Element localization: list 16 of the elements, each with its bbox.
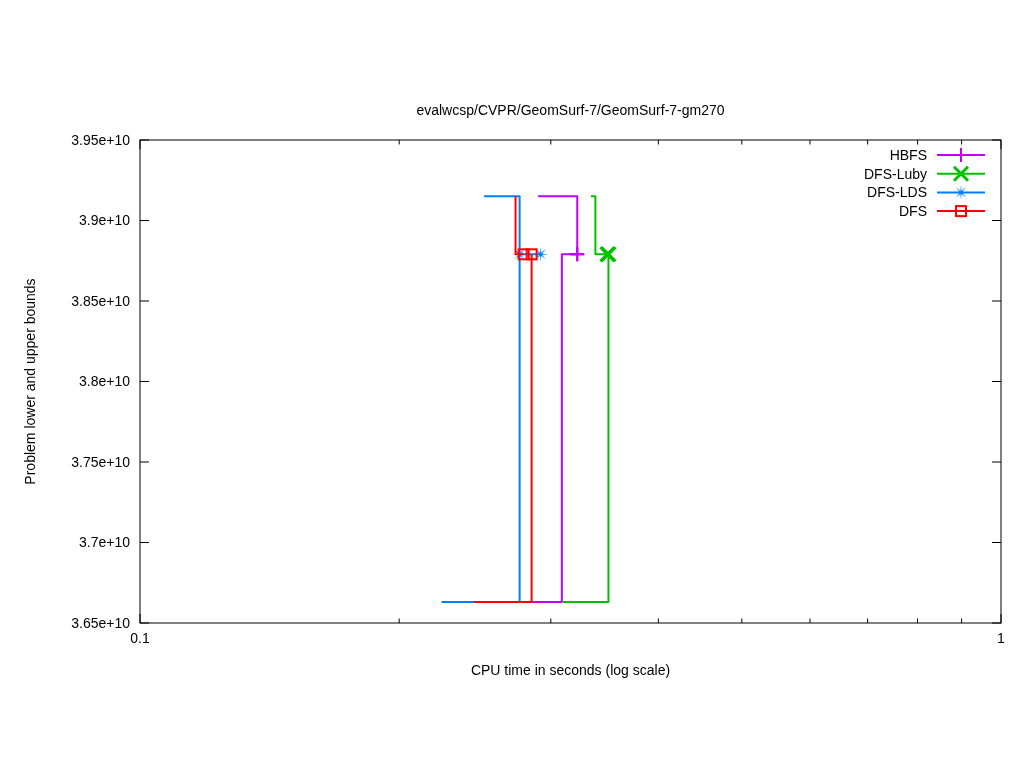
legend-label: DFS: [899, 203, 927, 219]
chart-title: evalwcsp/CVPR/GeomSurf-7/GeomSurf-7-gm270: [416, 102, 725, 118]
y-tick-label: 3.7e+10: [79, 534, 131, 551]
x-tick-label: 1: [997, 630, 1006, 646]
y-tick-label: 3.65e+10: [71, 614, 131, 631]
y-tick-label: 3.75e+10: [71, 453, 131, 470]
legend-label: HBFS: [889, 146, 927, 163]
legend-label: DFS-Luby: [863, 165, 927, 182]
x-tick-label: 0.1: [130, 630, 150, 646]
y-tick-label: 3.95e+10: [71, 131, 131, 148]
legend-label: DFS-LDS: [867, 184, 927, 201]
y-axis-title: Problem lower and upper bounds: [22, 278, 38, 485]
y-tick-label: 3.9e+10: [79, 212, 131, 229]
x-axis-title: CPU time in seconds (log scale): [470, 662, 671, 678]
y-tick-label: 3.85e+10: [71, 292, 131, 309]
y-tick-label: 3.8e+10: [79, 373, 131, 390]
